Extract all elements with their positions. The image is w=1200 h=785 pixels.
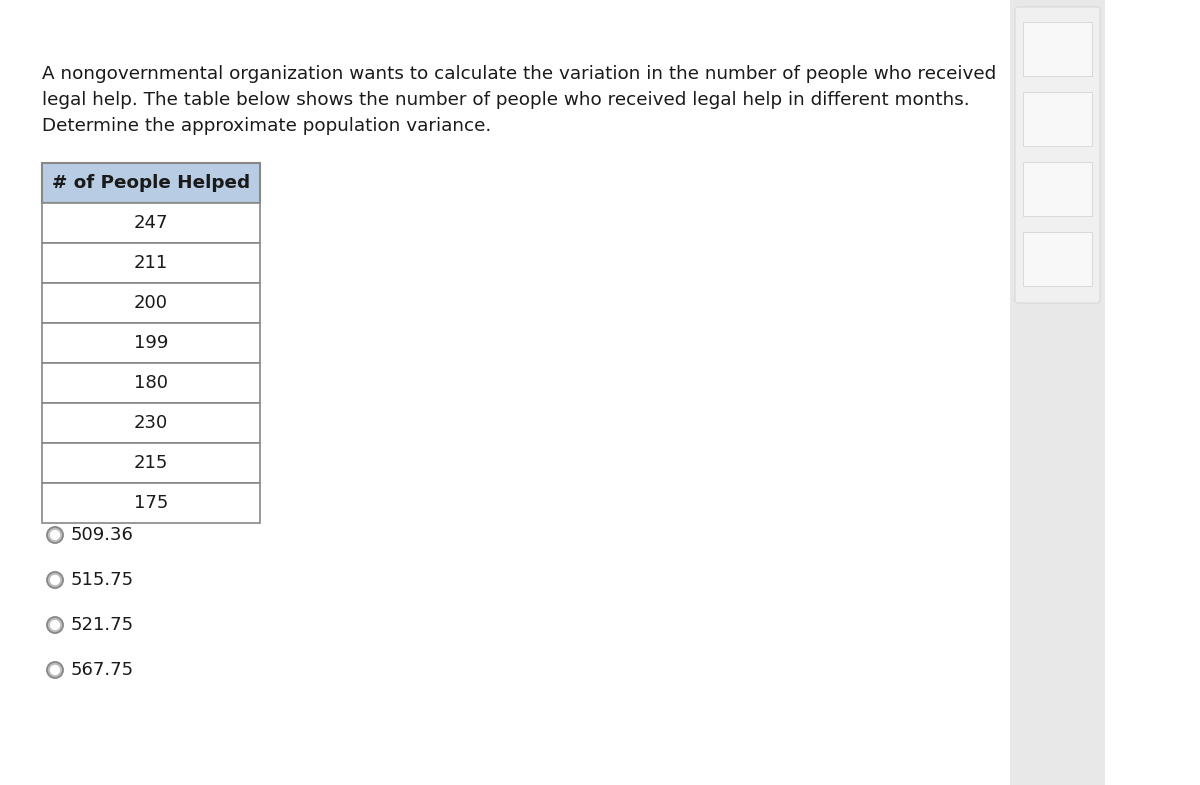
Bar [42, 163, 260, 203]
Bar [42, 323, 260, 363]
Text: 211: 211 [134, 254, 168, 272]
Text: 509.36: 509.36 [71, 526, 134, 544]
Text: 515.75: 515.75 [71, 571, 134, 589]
Bar [42, 483, 260, 523]
Text: Determine the approximate population variance.: Determine the approximate population var… [42, 117, 491, 135]
Text: 200: 200 [134, 294, 168, 312]
Text: 247: 247 [133, 214, 168, 232]
Bar [42, 363, 260, 403]
Bar [42, 243, 260, 283]
Bar [42, 443, 260, 483]
Text: 199: 199 [134, 334, 168, 352]
Bar [1022, 232, 1092, 286]
Circle shape [47, 527, 64, 543]
Text: legal help. The table below shows the number of people who received legal help i: legal help. The table below shows the nu… [42, 91, 970, 109]
Text: 215: 215 [134, 454, 168, 472]
Bar [42, 283, 260, 323]
Circle shape [47, 572, 64, 588]
Text: 175: 175 [134, 494, 168, 512]
Circle shape [47, 617, 64, 633]
Circle shape [50, 530, 60, 540]
Bar [42, 403, 260, 443]
Bar [42, 203, 260, 243]
Text: 180: 180 [134, 374, 168, 392]
Circle shape [50, 620, 60, 630]
Circle shape [50, 575, 60, 585]
Circle shape [50, 665, 60, 675]
Bar [1010, 0, 1105, 785]
Bar [1022, 92, 1092, 146]
Bar [1022, 22, 1092, 76]
Circle shape [47, 662, 64, 678]
Text: # of People Helped: # of People Helped [52, 174, 250, 192]
FancyBboxPatch shape [1015, 7, 1100, 303]
Bar [1022, 162, 1092, 216]
Text: A nongovernmental organization wants to calculate the variation in the number of: A nongovernmental organization wants to … [42, 65, 996, 83]
Text: 521.75: 521.75 [71, 616, 134, 634]
Text: 230: 230 [134, 414, 168, 432]
Text: 567.75: 567.75 [71, 661, 134, 679]
